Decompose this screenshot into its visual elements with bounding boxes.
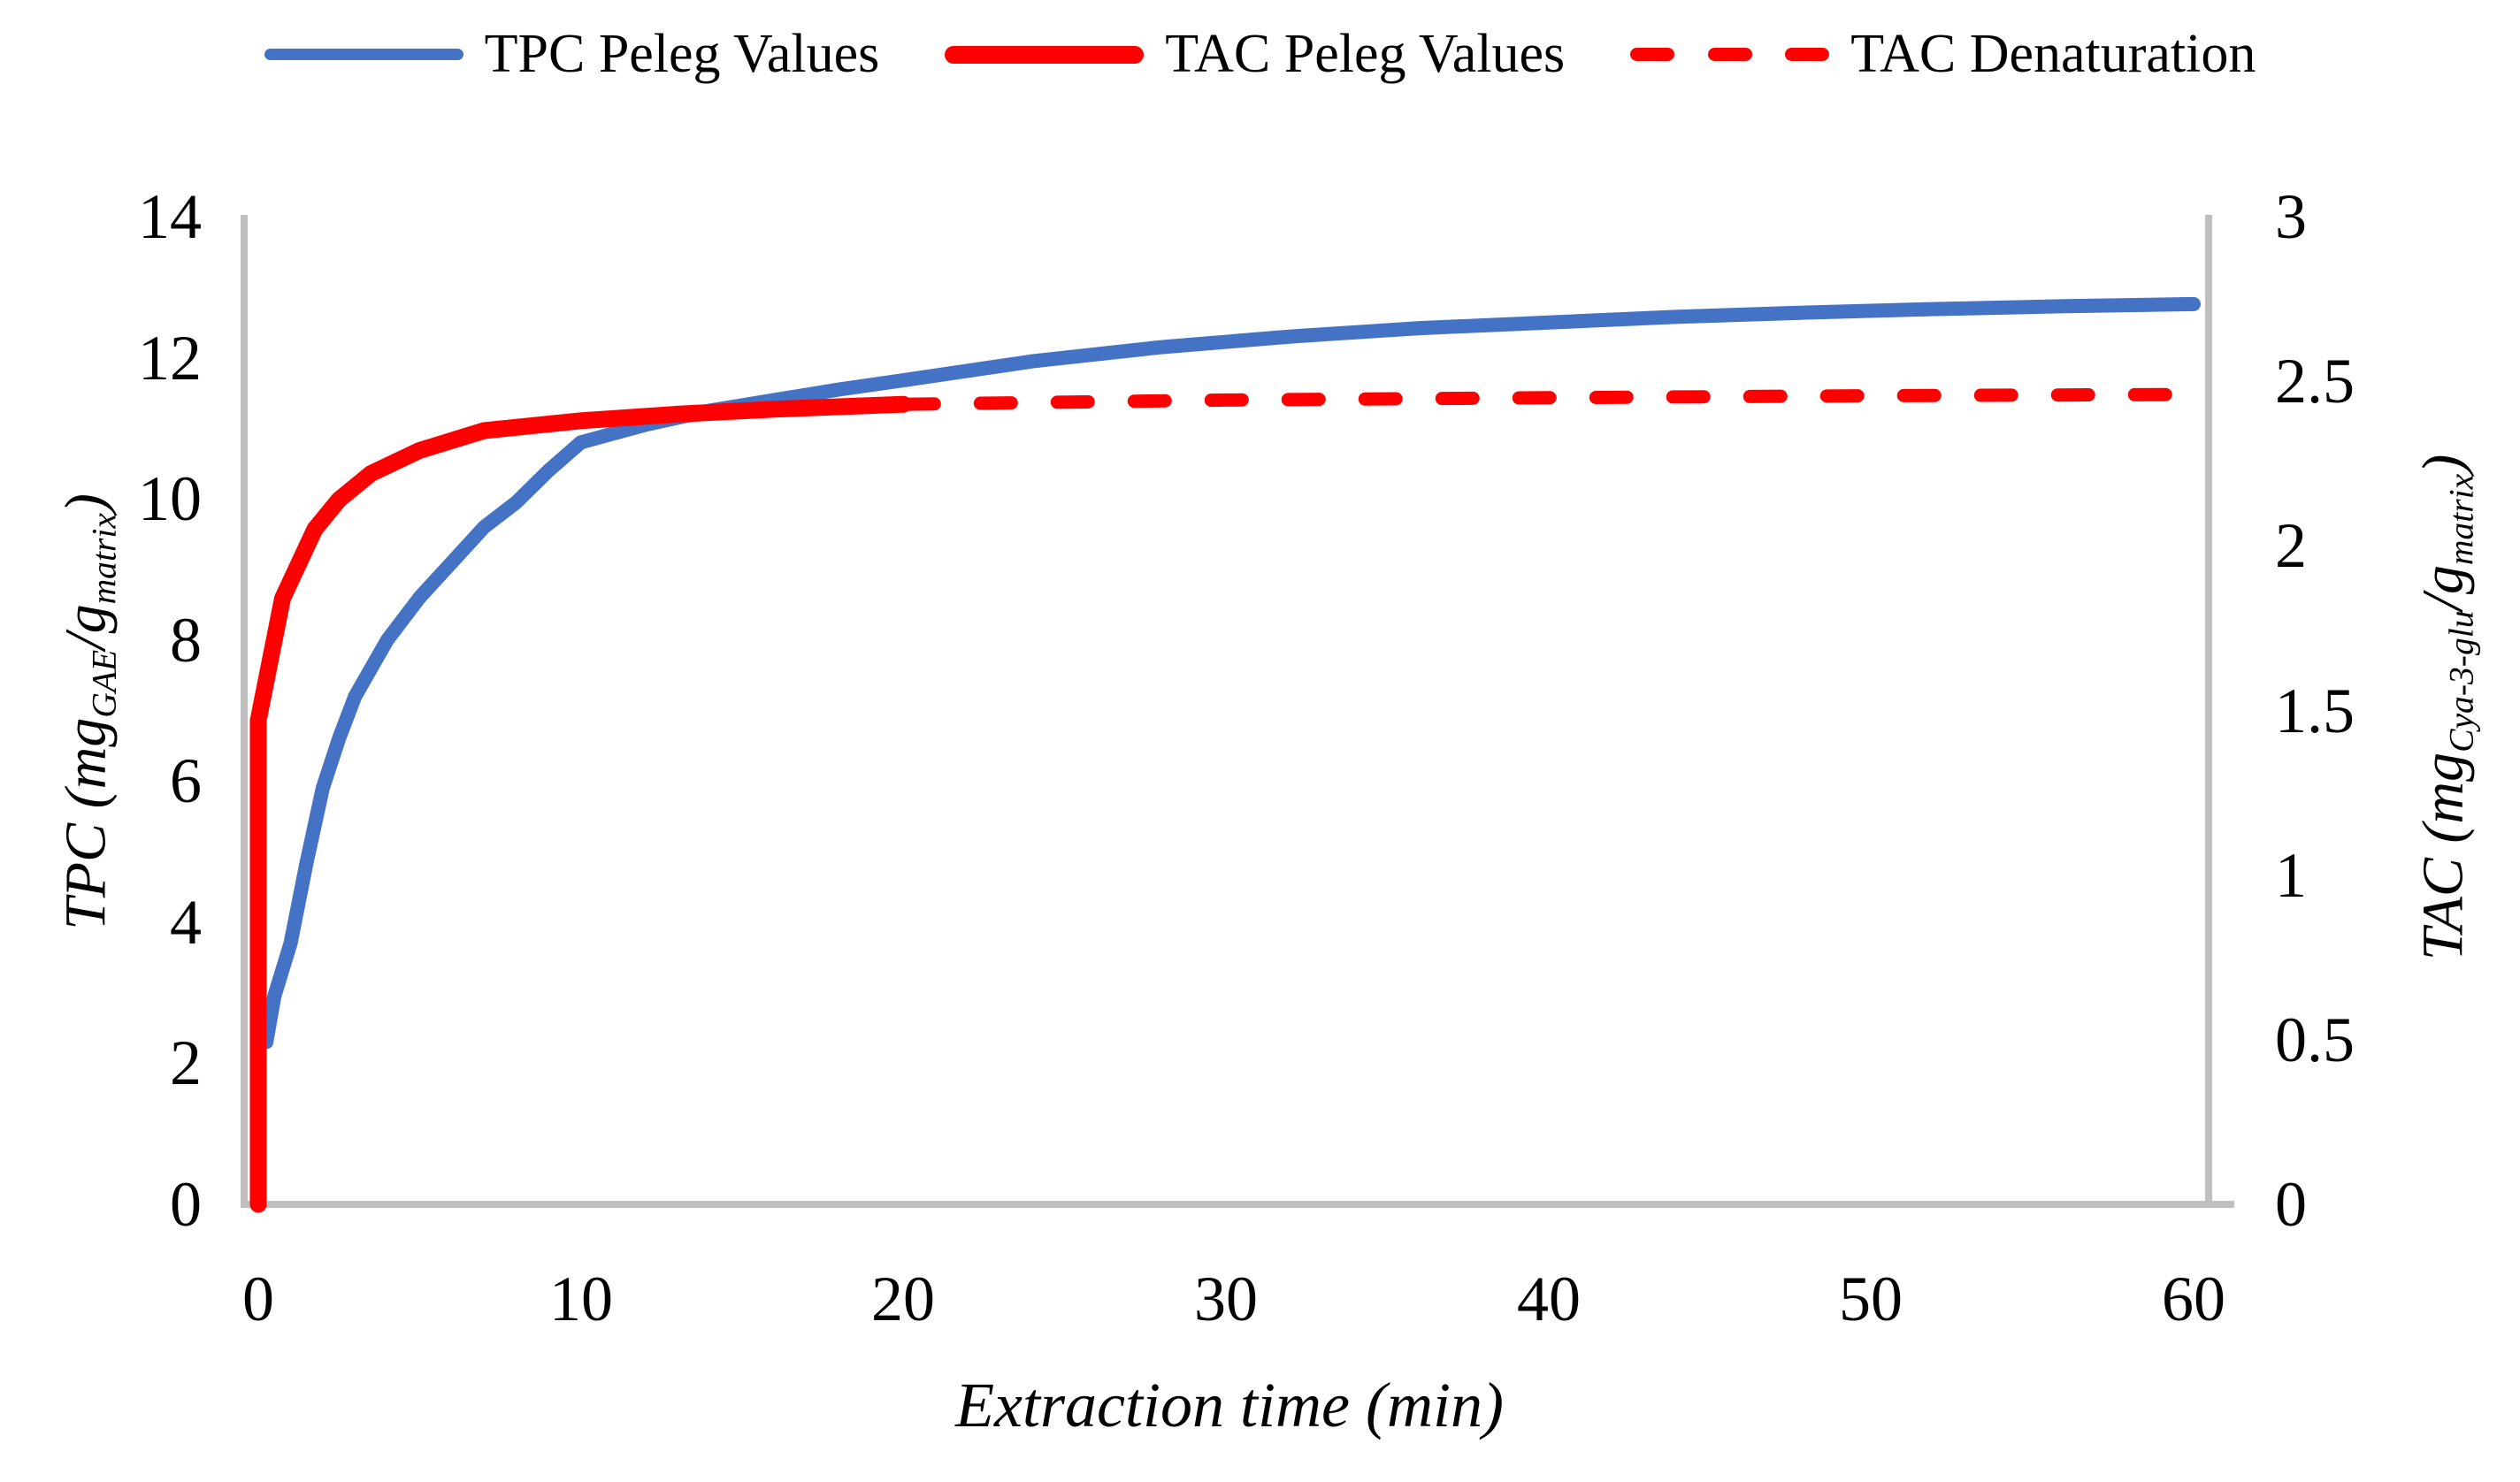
left-tick-label: 10 bbox=[138, 463, 202, 534]
right-axis-title: TAC (mgCya-3-glu/gmatrix) bbox=[2410, 455, 2482, 960]
legend-label: TAC Peleg Values bbox=[1165, 24, 1566, 84]
left-tick-label: 6 bbox=[170, 745, 202, 816]
left-axis-title: TPC (mgGAE/gmatrix) bbox=[53, 493, 125, 930]
legend-item-tpc-peleg-values: TPC Peleg Values bbox=[264, 23, 880, 86]
series-tac-peleg-values bbox=[249, 395, 912, 1213]
series-tac-denaturation bbox=[896, 387, 2201, 411]
axis-title-text: ) bbox=[2410, 454, 2476, 474]
legend-dash-segment bbox=[1707, 48, 1752, 61]
x-axis-title: Extraction time (min) bbox=[955, 1370, 1504, 1440]
legend-item-tac-peleg-values: TAC Peleg Values bbox=[945, 23, 1565, 86]
axis-title-subscript: matrix bbox=[2441, 473, 2481, 566]
legend-line-swatch bbox=[945, 45, 1145, 64]
x-tick-label: 20 bbox=[871, 1264, 935, 1334]
series-tpc-peleg-values bbox=[259, 296, 2201, 1050]
legend: TPC Peleg Values TAC Peleg Values TAC Dena… bbox=[0, 23, 2520, 86]
right-tick-label: 1.5 bbox=[2275, 676, 2355, 746]
left-tick-label: 12 bbox=[138, 323, 202, 393]
left-tick-label: 8 bbox=[170, 605, 202, 676]
left-tick-label: 14 bbox=[138, 181, 202, 252]
x-tick-label: 0 bbox=[242, 1264, 274, 1334]
legend-item-tac-denaturation: TAC Denaturation bbox=[1630, 23, 2256, 86]
legend-line-swatch bbox=[264, 49, 463, 60]
left-tick-label: 4 bbox=[170, 887, 202, 958]
x-tick-label: 30 bbox=[1194, 1264, 1258, 1334]
legend-dash-segment bbox=[1785, 48, 1830, 61]
x-tick-label: 10 bbox=[549, 1264, 613, 1334]
axis-title-text: /g bbox=[2410, 565, 2476, 611]
x-tick-label: 60 bbox=[2162, 1264, 2225, 1334]
right-tick-label: 0.5 bbox=[2275, 1005, 2355, 1075]
legend-label: TAC Denaturation bbox=[1850, 24, 2256, 84]
right-tick-label: 3 bbox=[2275, 181, 2307, 252]
legend-label: TPC Peleg Values bbox=[484, 24, 880, 84]
left-tick-label: 2 bbox=[170, 1027, 202, 1098]
right-tick-label: 1 bbox=[2275, 840, 2307, 911]
right-tick-label: 2 bbox=[2275, 510, 2307, 581]
legend-dash-segment bbox=[1630, 48, 1675, 61]
left-tick-label: 0 bbox=[170, 1169, 202, 1240]
legend-dashed-line-swatch bbox=[1630, 48, 1830, 61]
axis-title-text: TAC (mg bbox=[2410, 752, 2476, 961]
x-tick-label: 40 bbox=[1517, 1264, 1581, 1334]
x-tick-label: 50 bbox=[1839, 1264, 1903, 1334]
right-tick-label: 0 bbox=[2275, 1169, 2307, 1240]
right-tick-label: 2.5 bbox=[2275, 346, 2355, 416]
axis-title-subscript: Cya-3-glu bbox=[2441, 610, 2481, 752]
